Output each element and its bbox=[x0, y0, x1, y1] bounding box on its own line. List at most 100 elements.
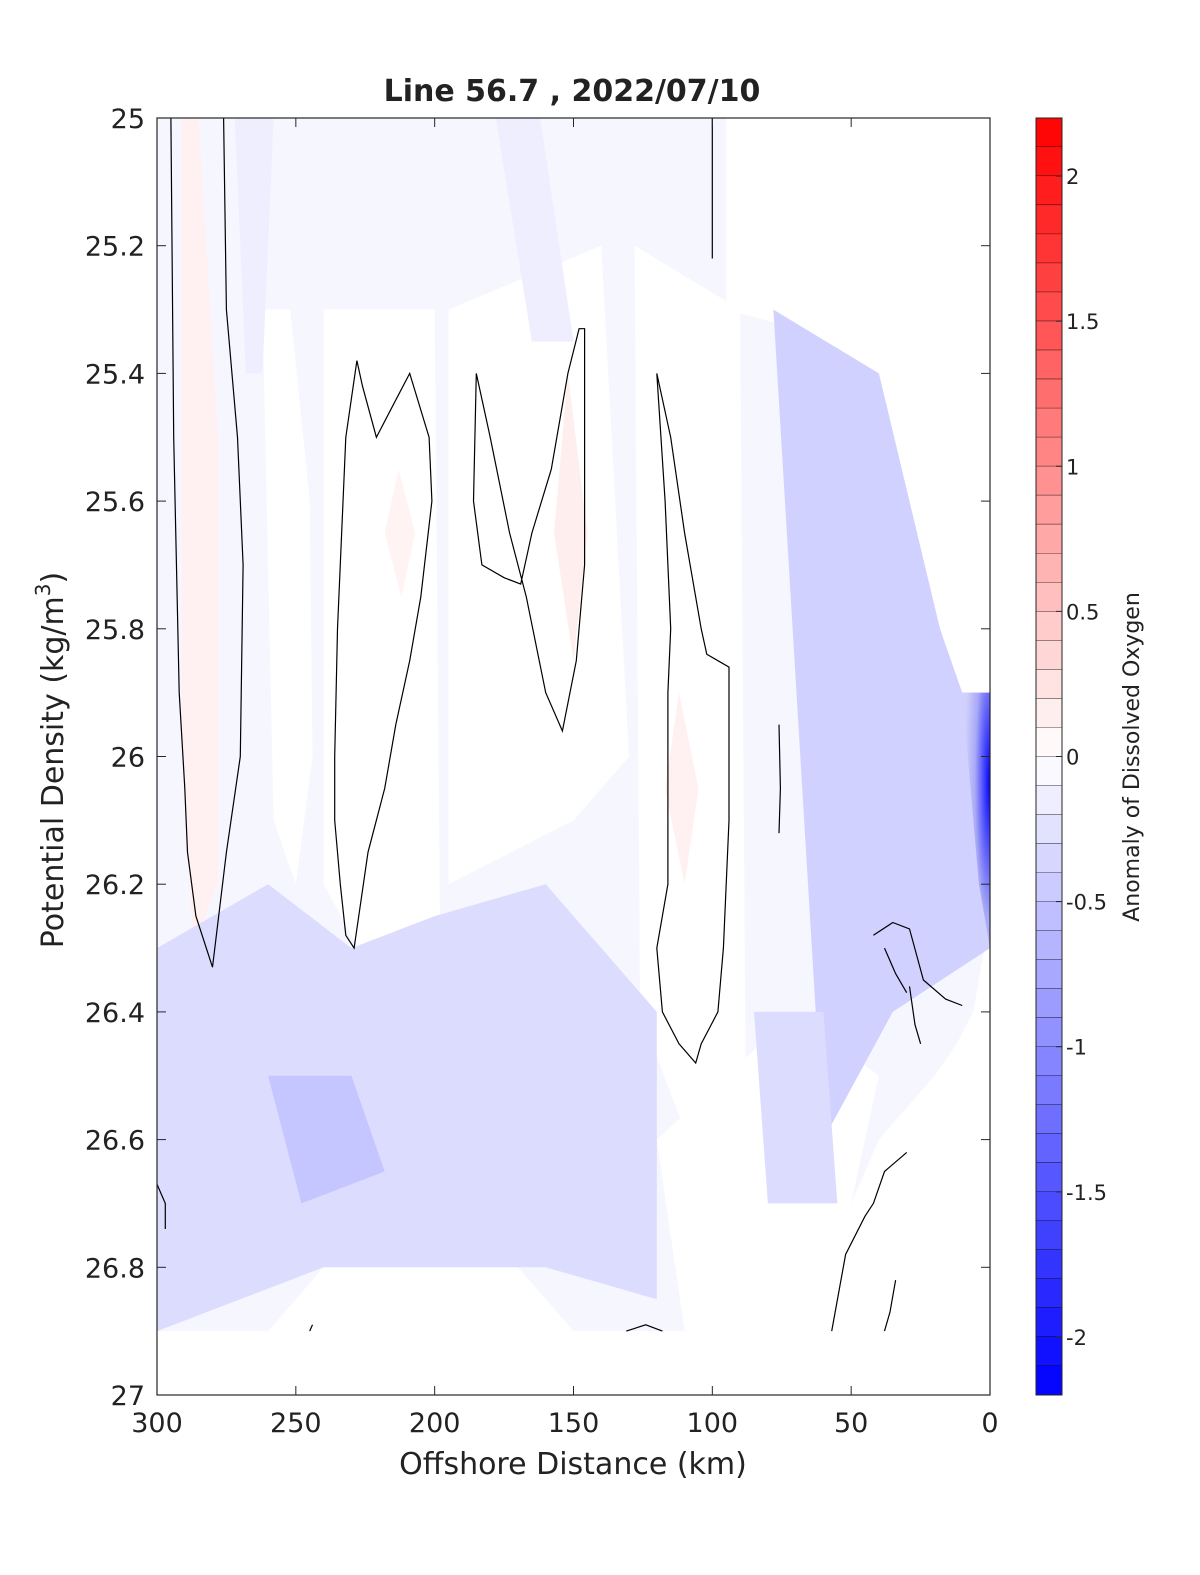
colorbar-step bbox=[1036, 669, 1062, 699]
y-axis-label: Potential Density (kg/m3) bbox=[31, 572, 71, 948]
colorbar-step bbox=[1036, 205, 1062, 235]
anomaly-fill-zero-3 bbox=[634, 245, 746, 1204]
colorbar-step bbox=[1036, 872, 1062, 903]
y-tick-label: 25.8 bbox=[85, 615, 145, 646]
colorbar-step bbox=[1036, 292, 1062, 322]
anomaly-region-2 bbox=[665, 692, 699, 885]
x-tick-label: 300 bbox=[131, 1408, 183, 1439]
anomaly-region-6 bbox=[773, 309, 990, 1140]
colorbar-step bbox=[1036, 1249, 1062, 1280]
colorbar-step bbox=[1036, 379, 1062, 409]
colorbar-step bbox=[1036, 1307, 1062, 1338]
chart-title: Line 56.7 , 2022/07/10 bbox=[384, 74, 761, 109]
colorbar-step bbox=[1036, 321, 1062, 351]
zero-contour-1 bbox=[334, 360, 433, 950]
x-axis: 300 250 200 150 100 50 0 bbox=[131, 118, 999, 1439]
colorbar-step bbox=[1036, 1336, 1062, 1367]
zero-contour-9 bbox=[831, 1151, 908, 1332]
anomaly-field bbox=[157, 118, 990, 1332]
anomaly-fill-zero-2 bbox=[448, 245, 629, 885]
colorbar-step bbox=[1036, 843, 1062, 874]
x-tick-label: 0 bbox=[981, 1408, 998, 1439]
colorbar-step bbox=[1036, 466, 1062, 496]
zero-contour-5 bbox=[778, 724, 782, 834]
anomaly-region-8 bbox=[157, 884, 657, 1332]
colorbar-step bbox=[1036, 263, 1062, 293]
colorbar-step bbox=[1036, 698, 1062, 728]
zero-contour-11 bbox=[157, 1184, 166, 1229]
x-tick-label: 200 bbox=[409, 1408, 461, 1439]
colorbar-step bbox=[1036, 640, 1062, 670]
y-tick-label: 25.2 bbox=[85, 232, 145, 263]
colorbar-tick-label: 2 bbox=[1066, 165, 1079, 189]
colorbar-scale bbox=[1036, 118, 1062, 1396]
colorbar-step bbox=[1036, 176, 1062, 206]
anomaly-fill-zero-1 bbox=[323, 309, 441, 1012]
zero-contour-2 bbox=[472, 328, 586, 734]
colorbar-step bbox=[1036, 727, 1062, 757]
colorbar-ticks: 2 1.5 1 0.5 0 -0.5 -1 -1.5 -2 bbox=[1056, 165, 1107, 1350]
colorbar-tick-label: 1 bbox=[1066, 455, 1079, 479]
colorbar-tick-label: 1.5 bbox=[1066, 310, 1099, 334]
x-tick-label: 150 bbox=[548, 1408, 600, 1439]
colorbar-step bbox=[1036, 147, 1062, 177]
colorbar-step bbox=[1036, 234, 1062, 264]
colorbar-step bbox=[1036, 118, 1062, 148]
colorbar-step bbox=[1036, 1046, 1062, 1077]
y-axis-label-superscript: 3 bbox=[31, 583, 55, 596]
colorbar-label: Anomaly of Dissolved Oxygen bbox=[1120, 592, 1145, 922]
colorbar-step bbox=[1036, 1365, 1062, 1396]
colorbar-step bbox=[1036, 988, 1062, 1019]
y-tick-label: 26.2 bbox=[85, 870, 145, 901]
colorbar-step bbox=[1036, 1191, 1062, 1222]
y-axis: 25 25.2 25.4 25.6 25.8 26 26.2 26.4 26.6 26.8 27 bbox=[85, 104, 990, 1412]
colorbar-tick-label: -1 bbox=[1066, 1036, 1087, 1060]
anomaly-region-3 bbox=[384, 469, 416, 597]
colorbar-step bbox=[1036, 1017, 1062, 1048]
colorbar-step bbox=[1036, 495, 1062, 525]
colorbar-step bbox=[1036, 959, 1062, 990]
y-tick-label: 26.8 bbox=[85, 1253, 145, 1284]
colorbar-step bbox=[1036, 785, 1062, 816]
zero-contour-12 bbox=[626, 1324, 663, 1332]
y-tick-label: 27 bbox=[111, 1381, 145, 1412]
plot-area: 300 250 200 150 100 50 0 2525.225.425.625.8262… bbox=[85, 104, 999, 1439]
colorbar-step bbox=[1036, 756, 1062, 787]
colorbar-step bbox=[1036, 1278, 1062, 1309]
colorbar-step bbox=[1036, 350, 1062, 380]
y-tick-label: 25 bbox=[111, 104, 145, 135]
x-axis-label: Offshore Distance (km) bbox=[399, 1447, 747, 1482]
colorbar-step bbox=[1036, 582, 1062, 612]
y-tick-label: 26.6 bbox=[85, 1126, 145, 1157]
x-tick-label: 250 bbox=[270, 1408, 322, 1439]
colorbar-step bbox=[1036, 1220, 1062, 1251]
zero-contour-8 bbox=[908, 986, 922, 1044]
zero-contour-3 bbox=[656, 373, 730, 1065]
colorbar-step bbox=[1036, 1162, 1062, 1193]
zero-contour-10 bbox=[883, 1279, 897, 1332]
anomaly-fill-zero-0 bbox=[262, 309, 313, 885]
y-tick-label: 25.4 bbox=[85, 359, 145, 390]
colorbar-tick-label: -2 bbox=[1066, 1326, 1087, 1350]
colorbar-step bbox=[1036, 524, 1062, 554]
y-tick-label: 25.6 bbox=[85, 487, 145, 518]
anomaly-region-9 bbox=[268, 1075, 385, 1204]
colorbar-step bbox=[1036, 814, 1062, 845]
anomaly-region-5 bbox=[495, 118, 574, 342]
anomaly-region-0 bbox=[182, 118, 219, 949]
colorbar-step bbox=[1036, 437, 1062, 467]
anomaly-fill-zero-5 bbox=[726, 181, 791, 310]
y-tick-label: 26.4 bbox=[85, 998, 145, 1029]
anomaly-region-10 bbox=[754, 1011, 838, 1204]
anomaly-region-4 bbox=[234, 118, 274, 374]
zero-contour-0 bbox=[170, 118, 244, 968]
x-tick-label: 50 bbox=[834, 1408, 868, 1439]
colorbar-tick-label: -0.5 bbox=[1066, 891, 1107, 915]
colorbar-tick-label: 0 bbox=[1066, 746, 1079, 770]
colorbar-step bbox=[1036, 611, 1062, 641]
colorbar-step bbox=[1036, 1104, 1062, 1135]
colorbar-step bbox=[1036, 930, 1062, 961]
zero-contour-7 bbox=[883, 947, 908, 994]
colorbar-step bbox=[1036, 553, 1062, 583]
colorbar-tick-label: 0.5 bbox=[1066, 600, 1099, 624]
